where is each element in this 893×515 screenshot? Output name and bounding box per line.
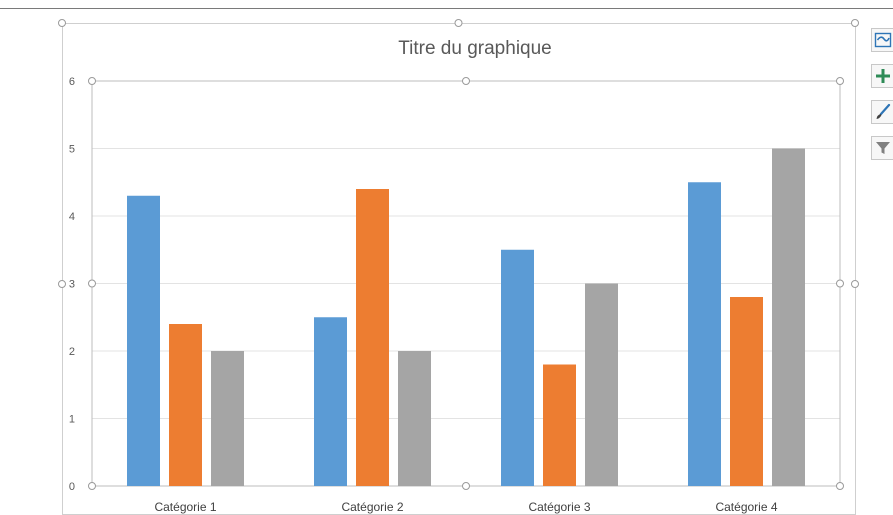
bars	[127, 148, 805, 487]
chart-styles-button[interactable]	[871, 100, 893, 124]
chart-layout-icon	[874, 32, 891, 48]
bar[interactable]	[169, 324, 202, 486]
selection-handle[interactable]	[836, 279, 844, 288]
chart-title[interactable]: Titre du graphique	[398, 38, 552, 59]
bar[interactable]	[543, 364, 576, 487]
x-tick-label: Catégorie 1	[154, 500, 216, 514]
brush-icon	[876, 103, 890, 119]
y-tick-label: 0	[69, 481, 75, 493]
chart-filters-button[interactable]	[871, 136, 893, 160]
bar[interactable]	[356, 189, 389, 486]
selection-handle[interactable]	[836, 482, 844, 490]
filter-icon	[875, 142, 890, 154]
bar[interactable]	[398, 351, 431, 486]
bar[interactable]	[772, 148, 805, 487]
y-tick-label: 1	[69, 414, 75, 426]
y-tick-label: 5	[69, 144, 75, 156]
x-tick-label: Catégorie 4	[715, 500, 777, 514]
plus-icon	[875, 69, 890, 83]
gridlines	[92, 80, 840, 487]
bar[interactable]	[211, 351, 244, 486]
bar[interactable]	[127, 195, 160, 486]
selection-handle[interactable]	[462, 77, 470, 85]
selection-handle[interactable]	[851, 280, 859, 288]
y-tick-label: 6	[69, 76, 75, 88]
selection-handle[interactable]	[88, 279, 96, 288]
bar[interactable]	[501, 249, 534, 486]
chart-elements-button[interactable]	[871, 64, 893, 88]
chart-side-toolbar	[871, 28, 893, 172]
selection-handle[interactable]	[88, 77, 96, 85]
selection-handle[interactable]	[454, 19, 463, 27]
chart-elements-layout-button[interactable]	[871, 28, 893, 52]
selection-handle[interactable]	[88, 482, 96, 490]
x-tick-label: Catégorie 3	[528, 500, 590, 514]
selection-handle[interactable]	[58, 19, 66, 27]
bar[interactable]	[314, 317, 347, 486]
bar[interactable]	[585, 283, 618, 487]
y-tick-label: 4	[69, 211, 75, 223]
y-axis-ticks: 0 1 2 3 4 5 6	[69, 76, 75, 493]
top-divider	[0, 8, 893, 9]
selection-handle[interactable]	[851, 19, 859, 27]
selection-handles	[58, 19, 859, 490]
selection-handle[interactable]	[836, 77, 844, 85]
y-tick-label: 2	[69, 346, 75, 358]
x-tick-label: Catégorie 2	[341, 500, 403, 514]
x-axis-ticks: Catégorie 1 Catégorie 2 Catégorie 3 Catégor…	[154, 500, 777, 514]
selection-handle[interactable]	[58, 280, 66, 288]
bar[interactable]	[688, 182, 721, 486]
bar[interactable]	[730, 297, 763, 486]
y-tick-label: 3	[69, 279, 75, 291]
selection-handle[interactable]	[462, 482, 470, 490]
